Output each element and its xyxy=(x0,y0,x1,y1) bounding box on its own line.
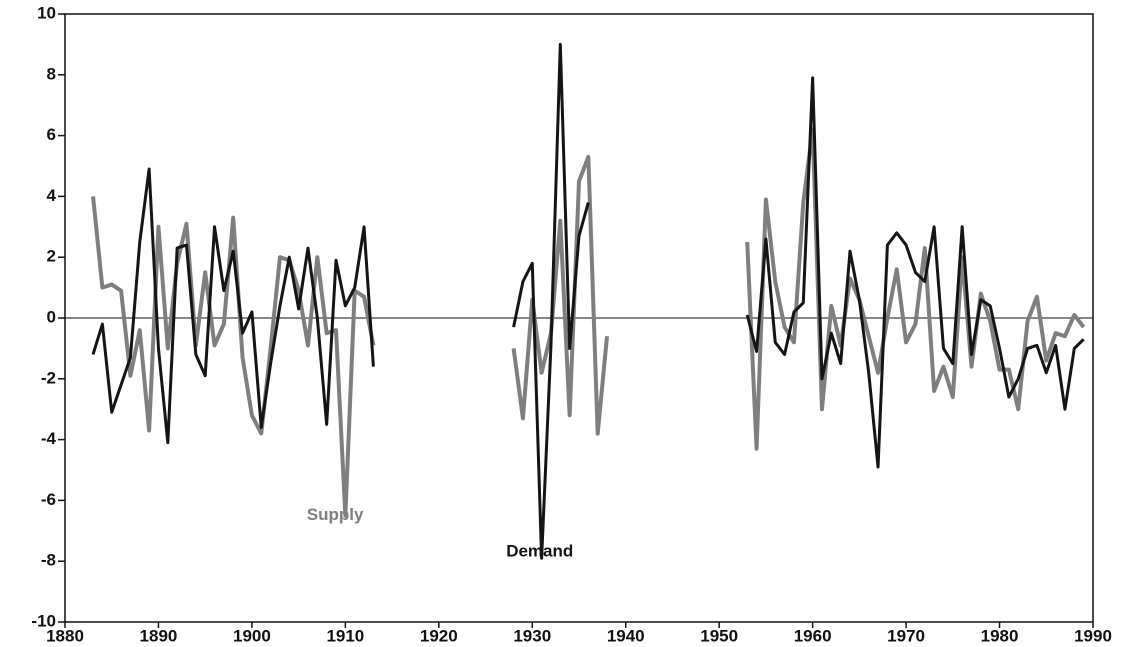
x-tick-label: 1880 xyxy=(46,626,84,642)
y-tick-label: 2 xyxy=(47,247,56,266)
x-tick-label: 1980 xyxy=(981,626,1019,642)
y-tick-label: 10 xyxy=(37,3,56,22)
x-tick-label: 1950 xyxy=(700,626,738,642)
x-tick-label: 1920 xyxy=(420,626,458,642)
x-tick-label: 1990 xyxy=(1074,626,1112,642)
y-tick-label: -2 xyxy=(41,368,56,387)
x-tick-label: 1960 xyxy=(794,626,832,642)
y-tick-label: 8 xyxy=(47,64,56,83)
x-tick-label: 1970 xyxy=(887,626,925,642)
series-line xyxy=(91,127,1086,518)
series-label: Demand xyxy=(506,542,573,561)
y-tick-label: -8 xyxy=(41,551,56,570)
y-tick-label: 4 xyxy=(47,186,57,205)
y-tick-label: 0 xyxy=(47,307,56,326)
x-tick-label: 1940 xyxy=(607,626,645,642)
series-label: Supply xyxy=(307,505,364,524)
x-tick-label: 1900 xyxy=(233,626,271,642)
x-tick-label: 1930 xyxy=(513,626,551,642)
series-line xyxy=(91,42,1085,560)
x-tick-label: 1890 xyxy=(140,626,178,642)
x-tick-label: 1910 xyxy=(326,626,364,642)
y-tick-label: -4 xyxy=(41,429,57,448)
y-tick-label: -10 xyxy=(31,611,56,630)
y-tick-label: 6 xyxy=(47,125,56,144)
y-tick-label: -6 xyxy=(41,490,56,509)
